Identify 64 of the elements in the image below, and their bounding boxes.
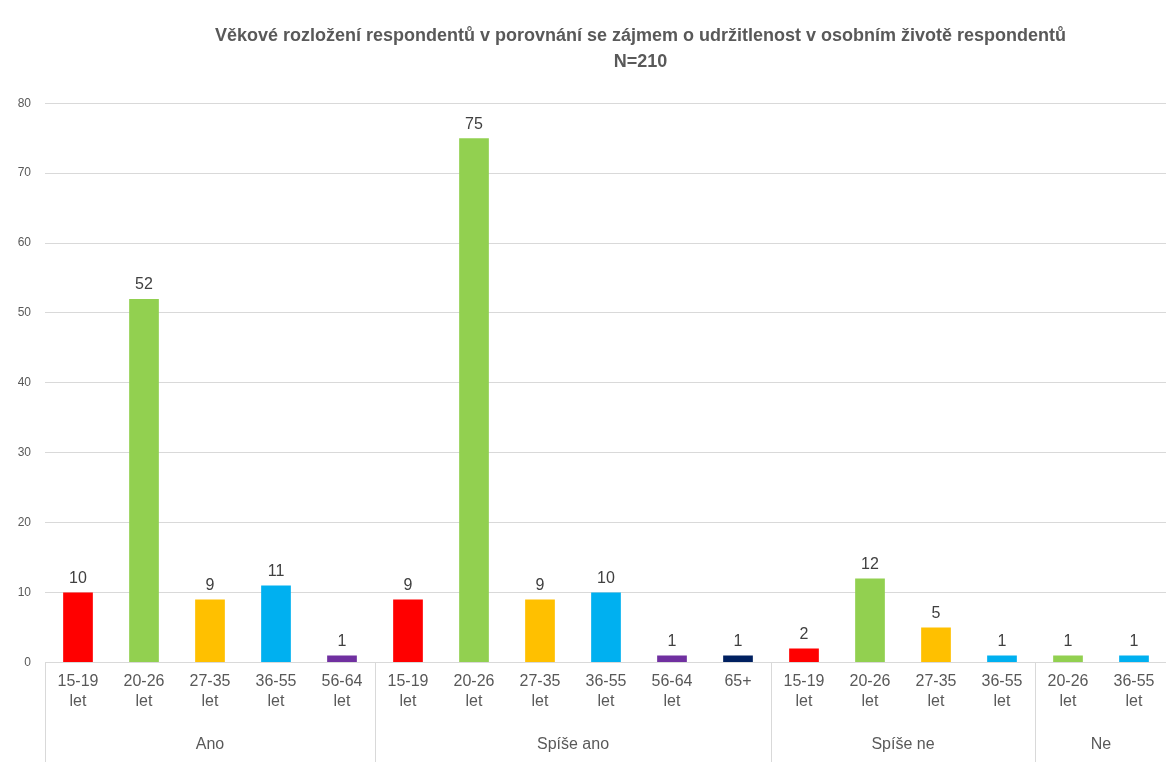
y-tick-label: 80 (17, 95, 32, 110)
y-tick-label: 50 (17, 305, 32, 320)
x-tick-label: 20-26 let (849, 672, 891, 709)
bar (63, 592, 93, 662)
data-label: 52 (135, 275, 153, 293)
y-tick-label: 60 (17, 235, 32, 250)
x-tick-label: 36-55 let (585, 672, 627, 709)
x-tick-label: 27-35 let (189, 672, 231, 709)
x-tick-label: 36-55 let (981, 672, 1023, 709)
bar (855, 578, 885, 662)
data-label: 10 (69, 568, 87, 586)
data-label: 12 (861, 554, 879, 572)
bar (129, 298, 159, 662)
data-label: 5 (931, 603, 941, 621)
x-tick-label: 27-35 let (519, 672, 561, 709)
x-tick-label: 65+ (724, 672, 752, 690)
y-tick-label: 0 (24, 654, 32, 669)
bar (195, 599, 225, 662)
x-axis-title: Spíše ano (536, 734, 610, 752)
data-label: 1 (1129, 631, 1139, 649)
bar (921, 627, 951, 662)
bar (723, 655, 753, 662)
data-label: 11 (267, 561, 285, 579)
x-axis-title: Ne (1090, 734, 1112, 752)
bar (591, 592, 621, 662)
x-tick-label: 20-26 let (123, 672, 165, 709)
data-label: 1 (733, 631, 743, 649)
data-label: 75 (465, 114, 483, 132)
chart-title: Věkové rozložení respondentů v porovnání se zájmem o udržitlenost v osobním životě respondentů (213, 24, 1068, 47)
bar (327, 655, 357, 662)
data-label: 1 (337, 631, 347, 649)
data-label: 1 (667, 631, 677, 649)
bar (987, 655, 1017, 662)
data-label: 1 (997, 631, 1007, 649)
x-tick-label: 15-19 let (57, 672, 99, 709)
x-tick-label: 27-35 let (915, 672, 957, 709)
data-label: 10 (597, 568, 615, 586)
x-tick-label: 56-64 let (651, 672, 693, 709)
x-axis-title: Ano (195, 734, 225, 752)
y-tick-label: 70 (17, 165, 32, 180)
data-label: 9 (205, 575, 215, 593)
x-tick-label: 15-19 let (783, 672, 825, 709)
data-label: 2 (799, 624, 809, 642)
bar (657, 655, 687, 662)
y-tick-label: 10 (17, 584, 32, 599)
bar (525, 599, 555, 662)
y-tick-label: 30 (17, 445, 32, 460)
chart-subtitle: N=210 (612, 50, 669, 73)
x-tick-label: 15-19 let (387, 672, 429, 709)
bar (261, 585, 291, 662)
bar (789, 648, 819, 662)
x-tick-label: 20-26 let (1047, 672, 1089, 709)
data-label: 9 (403, 575, 413, 593)
x-tick-label: 36-55 let (1113, 672, 1155, 709)
x-axis-title: Spíše ne (871, 734, 935, 752)
data-label: 9 (535, 575, 545, 593)
x-tick-label: 56-64 let (321, 672, 363, 709)
y-tick-label: 20 (17, 514, 32, 529)
bar (393, 599, 423, 662)
x-tick-label: 36-55 let (255, 672, 297, 709)
data-label: 1 (1063, 631, 1073, 649)
x-tick-label: 20-26 let (453, 672, 495, 709)
bar (459, 138, 489, 662)
y-tick-label: 40 (17, 375, 32, 390)
